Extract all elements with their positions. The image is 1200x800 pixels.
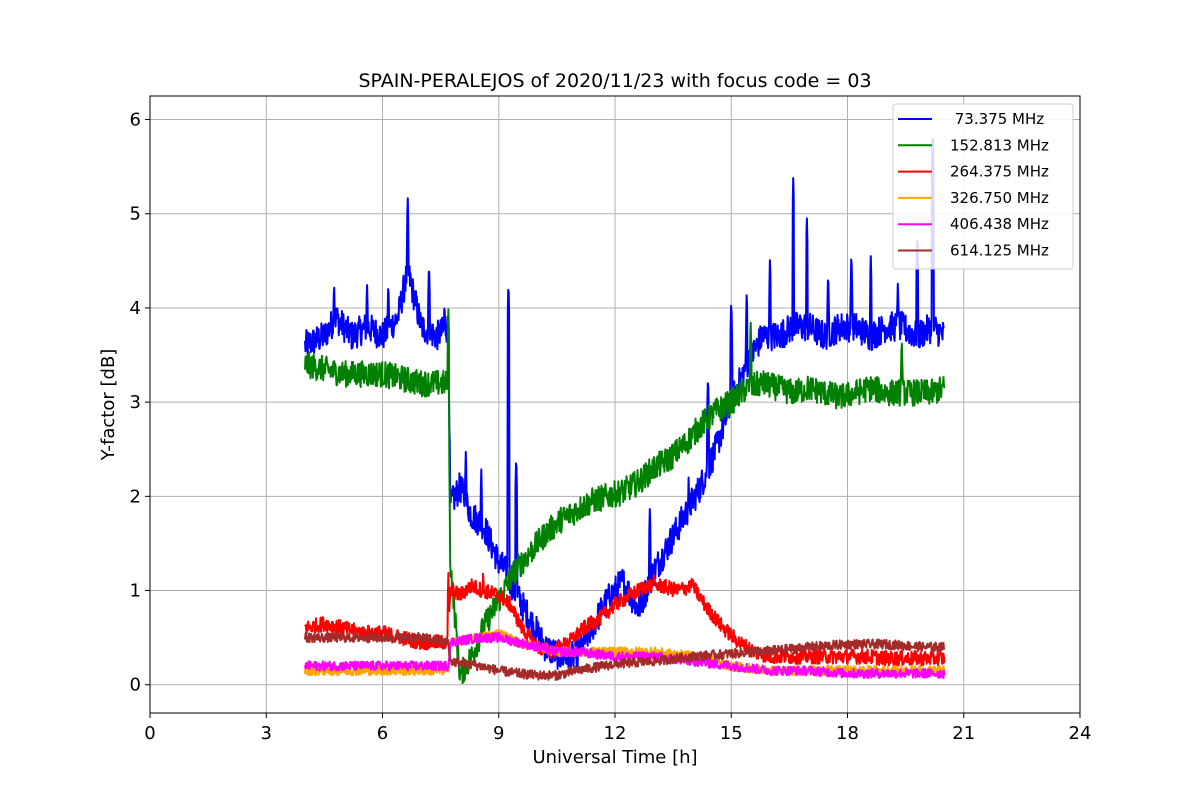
x-tick-label: 6 <box>377 723 388 744</box>
chart-title: SPAIN-PERALEJOS of 2020/11/23 with focus… <box>358 70 871 92</box>
x-tick-label: 0 <box>144 723 155 744</box>
x-tick-label: 15 <box>720 723 743 744</box>
y-tick-label: 6 <box>130 110 141 131</box>
y-tick-label: 2 <box>130 486 141 507</box>
x-tick-label: 3 <box>261 723 272 744</box>
x-tick-label: 18 <box>836 723 859 744</box>
legend-entry: 152.813 MHz <box>950 136 1049 154</box>
y-tick-label: 0 <box>130 675 141 696</box>
x-tick-label: 9 <box>493 723 504 744</box>
legend: 73.375 MHz 152.813 MHz 264.375 MHz 326.750 … <box>892 103 1074 270</box>
y-tick-label: 4 <box>130 298 141 319</box>
x-tick-label: 12 <box>604 723 627 744</box>
legend-entry: 326.750 MHz <box>950 189 1049 207</box>
x-tick-label: 21 <box>952 723 975 744</box>
x-tick-label: 24 <box>1069 723 1092 744</box>
legend-entry: 614.125 MHz <box>950 242 1049 260</box>
y-tick-label: 5 <box>130 204 141 225</box>
legend-entry: 406.438 MHz <box>950 215 1049 233</box>
plot-area <box>304 138 946 685</box>
legend-box <box>892 103 1074 270</box>
legend-entry: 73.375 MHz <box>950 110 1044 128</box>
x-axis-label: Universal Time [h] <box>532 747 697 768</box>
y-tick-label: 1 <box>130 581 141 602</box>
series-line <box>304 308 946 685</box>
y-tick-label: 3 <box>130 392 141 413</box>
series-line <box>304 631 946 681</box>
y-axis-label: Y-factor [dB] <box>98 349 119 462</box>
legend-entry: 264.375 MHz <box>950 163 1049 181</box>
